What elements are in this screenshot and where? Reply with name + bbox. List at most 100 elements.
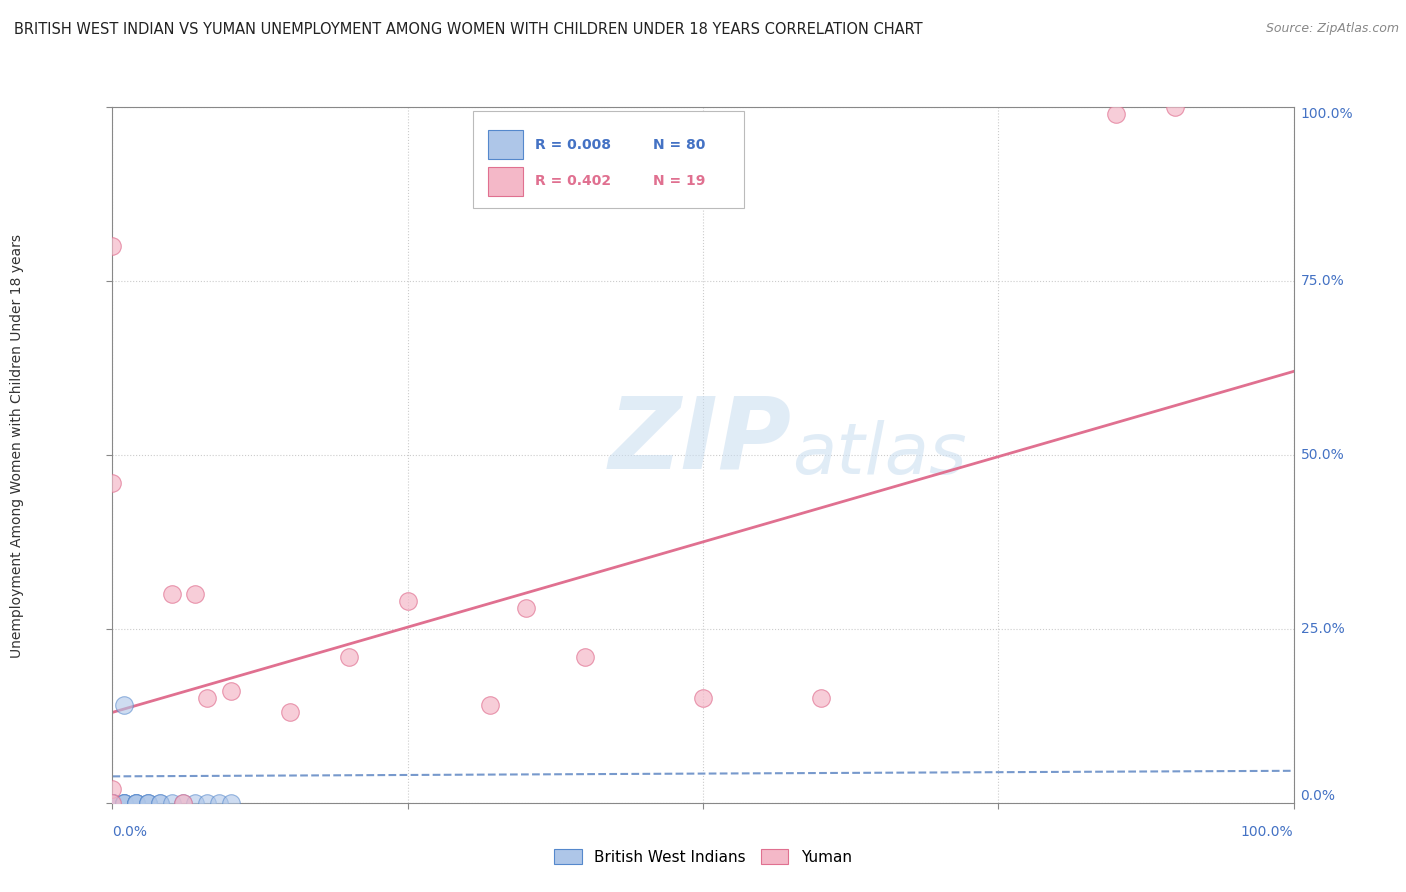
- Point: [101, 796, 124, 810]
- Point: [101, 796, 124, 810]
- Text: ZIP: ZIP: [609, 392, 792, 490]
- Point: [101, 796, 124, 810]
- Point: [101, 796, 124, 810]
- Point: [160, 587, 183, 601]
- Point: [101, 796, 124, 810]
- Point: [125, 796, 148, 810]
- Point: [101, 796, 124, 810]
- Point: [101, 796, 124, 810]
- Point: [112, 796, 135, 810]
- Point: [101, 796, 124, 810]
- Point: [101, 796, 124, 810]
- Text: 0.0%: 0.0%: [1301, 789, 1336, 803]
- Point: [172, 796, 194, 810]
- Point: [101, 239, 124, 253]
- Point: [515, 601, 537, 615]
- Point: [337, 649, 360, 664]
- Text: 100.0%: 100.0%: [1241, 825, 1294, 839]
- Text: N = 19: N = 19: [654, 175, 706, 188]
- Point: [136, 796, 159, 810]
- Point: [101, 796, 124, 810]
- Point: [101, 796, 124, 810]
- Point: [101, 796, 124, 810]
- Point: [101, 796, 124, 810]
- Point: [101, 796, 124, 810]
- Point: [1164, 100, 1187, 114]
- Text: 50.0%: 50.0%: [1301, 448, 1344, 462]
- Point: [101, 796, 124, 810]
- Point: [101, 796, 124, 810]
- Point: [101, 796, 124, 810]
- Point: [184, 796, 207, 810]
- Point: [149, 796, 172, 810]
- Point: [101, 796, 124, 810]
- Point: [172, 796, 194, 810]
- Point: [219, 684, 242, 698]
- Text: 25.0%: 25.0%: [1301, 622, 1344, 636]
- Point: [101, 796, 124, 810]
- Point: [692, 691, 714, 706]
- Point: [101, 796, 124, 810]
- Point: [160, 796, 183, 810]
- Point: [136, 796, 159, 810]
- Point: [101, 796, 124, 810]
- Point: [101, 796, 124, 810]
- Point: [136, 796, 159, 810]
- Text: R = 0.402: R = 0.402: [536, 175, 612, 188]
- Point: [112, 698, 135, 713]
- Point: [101, 796, 124, 810]
- Point: [101, 796, 124, 810]
- Point: [101, 796, 124, 810]
- Point: [101, 796, 124, 810]
- Point: [125, 796, 148, 810]
- Point: [101, 796, 124, 810]
- Point: [101, 796, 124, 810]
- Point: [101, 796, 124, 810]
- Point: [101, 796, 124, 810]
- Point: [101, 796, 124, 810]
- Point: [101, 796, 124, 810]
- Point: [101, 796, 124, 810]
- Point: [101, 796, 124, 810]
- Point: [101, 796, 124, 810]
- Point: [396, 594, 419, 608]
- Point: [101, 796, 124, 810]
- Point: [574, 649, 596, 664]
- Text: 0.0%: 0.0%: [112, 825, 148, 839]
- Legend: British West Indians, Yuman: British West Indians, Yuman: [554, 849, 852, 864]
- Point: [1105, 107, 1128, 121]
- Point: [101, 796, 124, 810]
- Point: [101, 796, 124, 810]
- Point: [101, 796, 124, 810]
- Text: atlas: atlas: [792, 420, 966, 490]
- Point: [208, 796, 231, 810]
- Text: Source: ZipAtlas.com: Source: ZipAtlas.com: [1265, 22, 1399, 36]
- Point: [101, 796, 124, 810]
- Text: 75.0%: 75.0%: [1301, 274, 1344, 288]
- Point: [101, 796, 124, 810]
- Point: [101, 796, 124, 810]
- Point: [101, 796, 124, 810]
- Text: Unemployment Among Women with Children Under 18 years: Unemployment Among Women with Children U…: [10, 234, 24, 658]
- Point: [479, 698, 502, 713]
- Point: [101, 796, 124, 810]
- Point: [112, 796, 135, 810]
- Point: [101, 796, 124, 810]
- FancyBboxPatch shape: [488, 167, 523, 196]
- Point: [810, 691, 832, 706]
- Point: [219, 796, 242, 810]
- Point: [101, 796, 124, 810]
- Point: [101, 796, 124, 810]
- Text: 100.0%: 100.0%: [1301, 107, 1353, 121]
- Point: [195, 691, 218, 706]
- Point: [101, 796, 124, 810]
- Point: [125, 796, 148, 810]
- Point: [125, 796, 148, 810]
- Point: [149, 796, 172, 810]
- Text: R = 0.008: R = 0.008: [536, 137, 612, 152]
- Point: [101, 796, 124, 810]
- Point: [101, 796, 124, 810]
- Point: [101, 796, 124, 810]
- Text: BRITISH WEST INDIAN VS YUMAN UNEMPLOYMENT AMONG WOMEN WITH CHILDREN UNDER 18 YEA: BRITISH WEST INDIAN VS YUMAN UNEMPLOYMEN…: [14, 22, 922, 37]
- Point: [101, 475, 124, 490]
